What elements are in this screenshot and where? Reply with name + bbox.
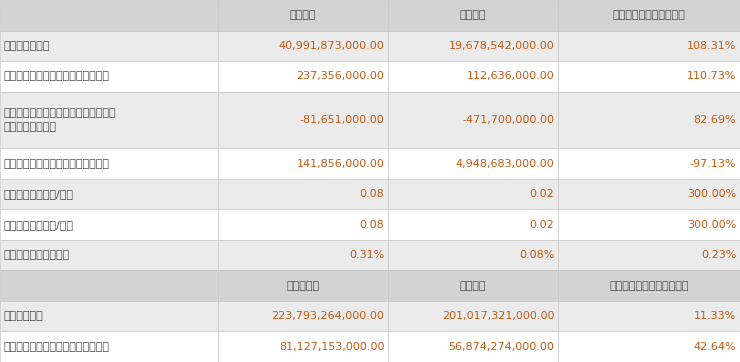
Text: 基本每股收益（元/股）: 基本每股收益（元/股）: [4, 189, 74, 199]
Bar: [558, 179, 740, 209]
Text: 上年度末: 上年度末: [460, 281, 486, 291]
Bar: [0, 209, 218, 240]
Bar: [0, 61, 218, 92]
Bar: [218, 148, 388, 179]
Text: 141,856,000.00: 141,856,000.00: [297, 159, 384, 169]
Bar: [0, 301, 218, 332]
Bar: [0, 179, 218, 209]
Text: 本报告期末比上年度末增减: 本报告期末比上年度末增减: [609, 281, 689, 291]
Text: 4,948,683,000.00: 4,948,683,000.00: [456, 159, 554, 169]
Bar: [0, 270, 218, 301]
Bar: [558, 30, 740, 61]
Text: 40,991,873,000.00: 40,991,873,000.00: [278, 41, 384, 51]
Bar: [388, 148, 558, 179]
Text: 稀释每股收益（元/股）: 稀释每股收益（元/股）: [4, 220, 74, 230]
Text: 223,793,264,000.00: 223,793,264,000.00: [272, 311, 384, 321]
Bar: [218, 179, 388, 209]
Bar: [558, 0, 740, 30]
Bar: [0, 92, 218, 148]
Text: 0.08%: 0.08%: [519, 250, 554, 260]
Text: -81,651,000.00: -81,651,000.00: [300, 115, 384, 125]
Bar: [558, 61, 740, 92]
Text: 108.31%: 108.31%: [687, 41, 736, 51]
Bar: [0, 240, 218, 270]
Text: 11.33%: 11.33%: [694, 311, 736, 321]
Text: 81,127,153,000.00: 81,127,153,000.00: [279, 342, 384, 352]
Text: 本报告期比上年同期增减: 本报告期比上年同期增减: [613, 10, 685, 20]
Text: -97.13%: -97.13%: [690, 159, 736, 169]
Bar: [218, 61, 388, 92]
Text: 0.02: 0.02: [530, 220, 554, 230]
Bar: [558, 209, 740, 240]
Bar: [0, 332, 218, 362]
Text: 201,017,321,000.00: 201,017,321,000.00: [442, 311, 554, 321]
Bar: [218, 92, 388, 148]
Text: -471,700,000.00: -471,700,000.00: [462, 115, 554, 125]
Text: 0.31%: 0.31%: [349, 250, 384, 260]
Bar: [388, 240, 558, 270]
Bar: [218, 332, 388, 362]
Bar: [558, 92, 740, 148]
Bar: [558, 148, 740, 179]
Text: 0.08: 0.08: [360, 220, 384, 230]
Bar: [388, 209, 558, 240]
Text: 归属于上市公司股东的扣除非经常性损
益的净利润（元）: 归属于上市公司股东的扣除非经常性损 益的净利润（元）: [4, 108, 116, 131]
Text: 加权平均净资产收益率: 加权平均净资产收益率: [4, 250, 70, 260]
Bar: [218, 301, 388, 332]
Bar: [218, 270, 388, 301]
Bar: [218, 0, 388, 30]
Text: 110.73%: 110.73%: [687, 71, 736, 81]
Bar: [388, 0, 558, 30]
Text: 本报告期: 本报告期: [290, 10, 316, 20]
Bar: [388, 30, 558, 61]
Text: 0.08: 0.08: [360, 189, 384, 199]
Text: 237,356,000.00: 237,356,000.00: [297, 71, 384, 81]
Text: 归属于上市公司股东的净利润（元）: 归属于上市公司股东的净利润（元）: [4, 71, 110, 81]
Text: 0.23%: 0.23%: [701, 250, 736, 260]
Bar: [218, 30, 388, 61]
Text: 112,636,000.00: 112,636,000.00: [466, 71, 554, 81]
Text: 归属于上市公司股东的净资产（元）: 归属于上市公司股东的净资产（元）: [4, 342, 110, 352]
Text: 300.00%: 300.00%: [687, 220, 736, 230]
Bar: [218, 209, 388, 240]
Bar: [388, 179, 558, 209]
Bar: [388, 332, 558, 362]
Bar: [0, 148, 218, 179]
Bar: [388, 61, 558, 92]
Text: 上年同期: 上年同期: [460, 10, 486, 20]
Bar: [558, 332, 740, 362]
Bar: [218, 240, 388, 270]
Text: 总资产（元）: 总资产（元）: [4, 311, 44, 321]
Bar: [0, 30, 218, 61]
Bar: [558, 240, 740, 270]
Text: 本报告期末: 本报告期末: [286, 281, 320, 291]
Text: 56,874,274,000.00: 56,874,274,000.00: [448, 342, 554, 352]
Bar: [558, 301, 740, 332]
Bar: [0, 0, 218, 30]
Bar: [388, 270, 558, 301]
Text: 82.69%: 82.69%: [693, 115, 736, 125]
Text: 0.02: 0.02: [530, 189, 554, 199]
Text: 19,678,542,000.00: 19,678,542,000.00: [448, 41, 554, 51]
Text: 300.00%: 300.00%: [687, 189, 736, 199]
Text: 经营活动产生的现金流量净额（元）: 经营活动产生的现金流量净额（元）: [4, 159, 110, 169]
Text: 营业收入（元）: 营业收入（元）: [4, 41, 50, 51]
Bar: [388, 301, 558, 332]
Bar: [388, 92, 558, 148]
Bar: [558, 270, 740, 301]
Text: 42.64%: 42.64%: [693, 342, 736, 352]
